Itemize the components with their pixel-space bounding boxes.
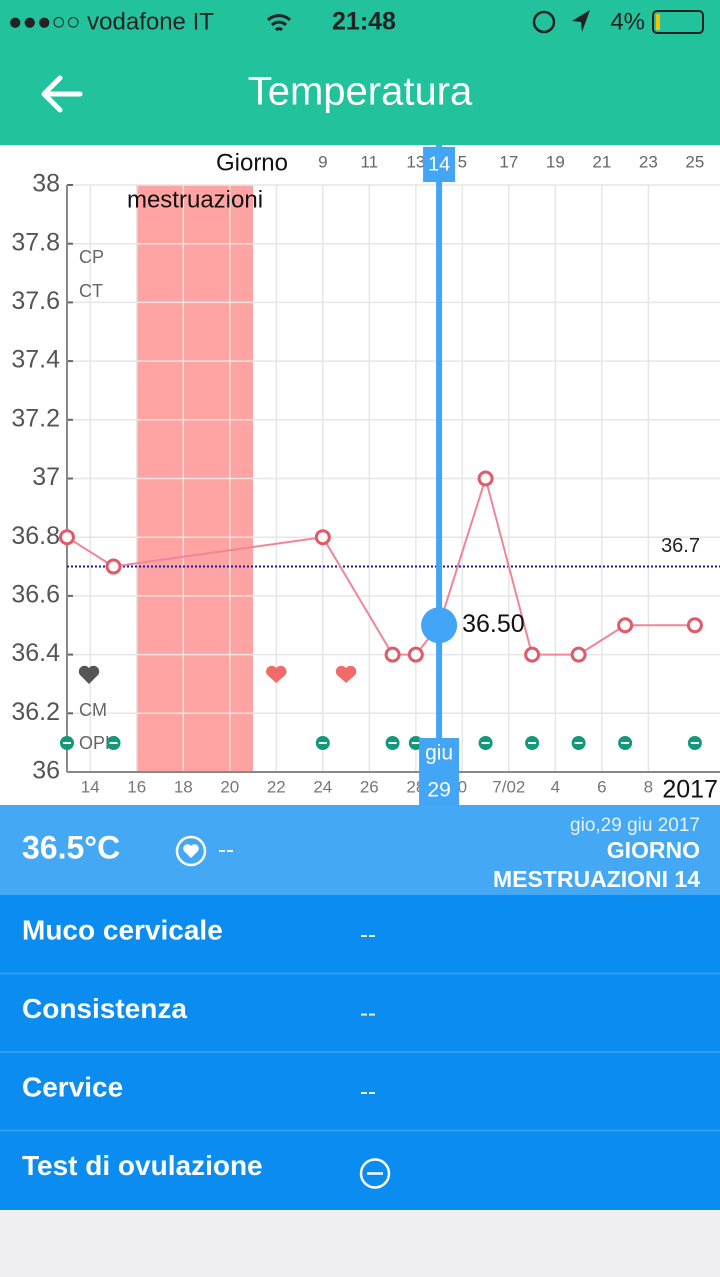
y-tick-label: 37.4 — [11, 346, 60, 374]
x-axis-label: Giorno — [216, 149, 288, 176]
x-tick-label: 7/02 — [492, 777, 525, 796]
date: gio,29 giu 2017 — [570, 815, 700, 836]
x-tick-label: 8 — [644, 777, 653, 796]
intercourse-value: -- — [218, 836, 234, 863]
battery-icon — [652, 10, 704, 34]
clock: 21:48 — [332, 8, 396, 36]
x-tick-label: 20 — [220, 777, 239, 796]
top-tick-label: 9 — [318, 152, 327, 171]
screen-title: Temperatura — [248, 70, 473, 114]
y-tick-label: 36.8 — [11, 522, 60, 550]
heart-glyph — [183, 844, 199, 858]
temperature-point — [407, 646, 424, 663]
y-tick-label: 36.4 — [11, 639, 60, 667]
y-tick-label: 37 — [32, 463, 60, 491]
temperature-point — [617, 617, 634, 634]
top-tick-label: 19 — [546, 152, 565, 171]
row-label: CM — [79, 700, 107, 720]
year-bg — [655, 775, 720, 805]
detail-value[interactable]: -- — [360, 1000, 376, 1027]
x-tick-label: 4 — [551, 777, 560, 796]
carrier: ●●●○○ vodafone IT — [8, 8, 214, 35]
temperature: 36.5°C — [22, 829, 120, 865]
top-tick-label: 13 — [406, 152, 425, 171]
details-list: Muco cervicale -- Consistenza -- Cervice -- Te… — [0, 914, 720, 1189]
temperature-point — [59, 529, 75, 546]
x-tick-label: 18 — [174, 777, 193, 796]
y-tick-label: 36.6 — [11, 581, 60, 609]
top-tick-label: 25 — [685, 152, 704, 171]
x-tick-label: 14 — [81, 777, 100, 796]
temperature-point — [477, 470, 494, 487]
x-tick-label: 26 — [360, 777, 379, 796]
top-tick-label: 23 — [639, 152, 658, 171]
cursor-bottom-box — [419, 738, 460, 805]
year-label: 2017 — [662, 776, 718, 804]
detail-value[interactable]: -- — [360, 921, 376, 948]
intercourse-marker — [335, 665, 357, 683]
temperature-point — [384, 646, 401, 663]
intercourse-legend-icon — [78, 665, 100, 684]
cursor-day: 14 — [428, 153, 450, 175]
intercourse-marker — [266, 665, 287, 683]
detail-label[interactable]: Test di ovulazione — [22, 1150, 263, 1181]
band-label: mestruazioni — [127, 186, 263, 213]
top-tick-label: 17 — [499, 152, 518, 171]
y-tick-label: 37.2 — [11, 404, 60, 432]
chart: 36 36.2 36.4 36.6 36.8 37 37.2 37.4 37.6 37.8 38 14… — [11, 145, 720, 805]
temperature-point — [570, 646, 587, 663]
x-tick-label: 24 — [313, 777, 332, 796]
cursor-date: 29 — [427, 779, 450, 802]
app-bar — [0, 0, 720, 145]
detail-label[interactable]: Muco cervicale — [22, 914, 223, 945]
ovulation-test-icon[interactable] — [359, 1158, 391, 1189]
detail-label[interactable]: Cervice — [22, 1071, 123, 1102]
cursor-top-box — [423, 147, 456, 182]
row-label: OPK — [79, 733, 117, 753]
battery-level — [656, 14, 660, 30]
y-tick-label: 36.2 — [11, 698, 60, 726]
temperature-point — [105, 558, 122, 575]
top-tick-label: 21 — [592, 152, 611, 171]
cursor-month: giu — [425, 742, 453, 765]
y-tick-label: 37.6 — [11, 287, 60, 315]
wifi-icon — [266, 14, 292, 32]
day-subtitle: MESTRUAZIONI 14 — [493, 866, 700, 892]
reference-label: 36.7 — [661, 535, 700, 557]
cursor-line — [436, 145, 443, 805]
back-button[interactable] — [41, 75, 83, 113]
y-tick-label: 36 — [32, 757, 60, 785]
x-tick-label: 22 — [267, 777, 286, 796]
summary-panel — [0, 805, 720, 895]
battery-percent: 4% — [610, 8, 645, 35]
y-tick-label: 38 — [32, 170, 60, 198]
row-label: CP — [79, 247, 104, 267]
temperature-point — [314, 529, 331, 546]
chart-area — [0, 145, 720, 805]
selected-point — [421, 607, 458, 644]
detail-value[interactable]: -- — [360, 1078, 376, 1105]
x-tick-label: 6 — [597, 777, 606, 796]
temperature-point — [524, 646, 541, 663]
row-label: CT — [79, 281, 103, 301]
x-tick-label: 16 — [127, 777, 146, 796]
top-tick-label: 5 — [458, 152, 467, 171]
top-tick-label: 11 — [360, 152, 378, 171]
rotation-lock-icon — [532, 10, 556, 34]
detail-label[interactable]: Consistenza — [22, 993, 187, 1024]
temperature-point — [686, 617, 703, 634]
y-tick-label: 37.8 — [11, 228, 60, 256]
x-tick-label: 0 — [458, 777, 467, 796]
location-icon — [572, 10, 590, 32]
day-title: GIORNO — [607, 837, 700, 863]
intercourse-icon — [175, 835, 207, 867]
selected-value: 36.50 — [462, 610, 525, 638]
